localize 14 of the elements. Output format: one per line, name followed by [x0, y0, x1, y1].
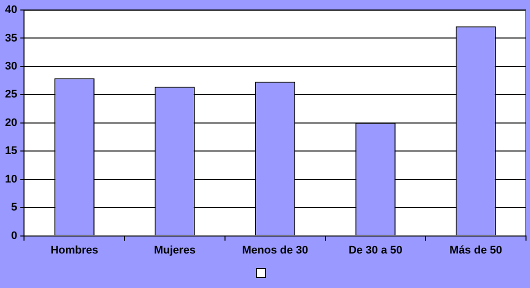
y-tick-label: 10 [4, 173, 18, 186]
y-tick-label: 40 [4, 4, 18, 16]
y-tick-label: 5 [11, 202, 18, 214]
x-tick-label: Hombres [50, 244, 98, 256]
x-tick-label: Menos de 30 [242, 244, 308, 256]
y-tick-label: 15 [4, 145, 18, 158]
x-tick-label: Más de 50 [450, 244, 502, 256]
y-tick-label: 0 [11, 230, 18, 242]
y-tick-label: 20 [4, 116, 18, 129]
y-tick-label: 35 [4, 32, 18, 44]
x-tick-label: Mujeres [154, 244, 196, 256]
y-tick-label: 30 [4, 60, 18, 72]
y-tick-label: 25 [4, 88, 18, 101]
x-tick-label: De 30 a 50 [348, 244, 402, 256]
